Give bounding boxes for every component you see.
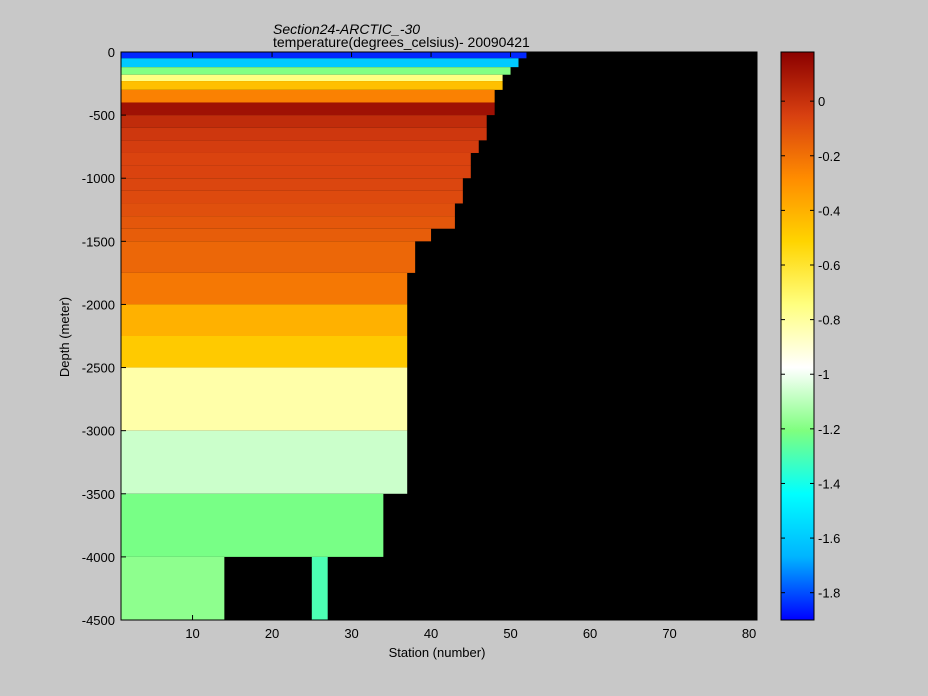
- colorbar-tick-label: -0.8: [818, 313, 840, 328]
- x-tick-label: 10: [185, 626, 199, 641]
- y-tick-label: -4000: [82, 550, 115, 565]
- y-tick-label: -2500: [82, 361, 115, 376]
- heatmap-cell: [121, 556, 225, 620]
- heatmap-cell: [121, 152, 471, 166]
- heatmap-cell: [121, 493, 384, 557]
- colorbar-tick-label: 0: [818, 94, 825, 109]
- colorbar: 0 -0.2 -0.4 -0.6 -0.8 -1 -1.2 -1.4 -1.6 -1.8: [780, 51, 840, 621]
- plot-area: [120, 51, 758, 621]
- heatmap-cell: [121, 58, 519, 68]
- y-tick-label: -3500: [82, 487, 115, 502]
- y-tick-label: -1000: [82, 171, 115, 186]
- heatmap-cell: [121, 304, 408, 336]
- colorbar-tick-label: -1.6: [818, 531, 840, 546]
- x-tick-label: 70: [662, 626, 676, 641]
- heatmap-cell: [121, 203, 455, 217]
- heatmap-cell: [121, 430, 408, 494]
- x-axis-label: Station (number): [389, 645, 486, 660]
- x-tick-label: 80: [742, 626, 756, 641]
- heatmap-cells: [121, 52, 527, 620]
- x-tick-label: 60: [583, 626, 597, 641]
- y-tick-label: -1500: [82, 234, 115, 249]
- x-tick-label: 20: [265, 626, 279, 641]
- heatmap-cell: [121, 336, 408, 368]
- heatmap-cell: [121, 115, 487, 128]
- heatmap-cell: [121, 178, 463, 191]
- colorbar-tick-label: -1.8: [818, 586, 840, 601]
- heatmap-cell: [121, 367, 408, 431]
- heatmap-cell: [121, 81, 503, 90]
- heatmap-cell: [121, 272, 408, 305]
- y-tick-label: 0: [108, 45, 115, 60]
- plot-frame: [120, 51, 758, 621]
- heatmap-cell: [121, 67, 511, 75]
- heatmap-cell: [121, 165, 471, 179]
- heatmap-cell: [121, 102, 495, 116]
- y-axis-ticks: 0 -500 -1000 -1500 -2000 -2500 -3000 -3500 -4000…: [82, 45, 757, 628]
- heatmap-cell: [121, 52, 527, 59]
- colorbar-tick-label: -0.4: [818, 203, 840, 218]
- heatmap-cell: [121, 228, 432, 242]
- heatmap-cell: [121, 216, 455, 229]
- heatmap-cell: [121, 89, 495, 103]
- chart-title: Section24-ARCTIC_-30: [273, 21, 420, 37]
- y-tick-label: -4500: [82, 613, 115, 628]
- colorbar-ticks: 0 -0.2 -0.4 -0.6 -0.8 -1 -1.2 -1.4 -1.6 -1.8: [781, 94, 840, 601]
- x-axis-ticks: 10 20 30 40 50 60 70 80: [185, 52, 756, 641]
- heatmap-cell: [121, 190, 463, 204]
- heatmap-cell: [121, 140, 479, 153]
- y-tick-label: -3000: [82, 424, 115, 439]
- x-tick-label: 50: [503, 626, 517, 641]
- chart-subtitle: temperature(degrees_celsius)- 20090421: [273, 34, 530, 50]
- colorbar-tick-label: -0.6: [818, 258, 840, 273]
- colorbar-tick-label: -1: [818, 367, 830, 382]
- colorbar-tick-label: -1.4: [818, 476, 840, 491]
- colorbar-tick-label: -0.2: [818, 149, 840, 164]
- heatmap-cell: [121, 74, 503, 82]
- x-tick-label: 30: [344, 626, 358, 641]
- heatmap-cell: [121, 241, 416, 273]
- heatmap-cell: [121, 127, 487, 141]
- y-axis-label: Depth (meter): [57, 297, 72, 377]
- y-tick-label: -500: [89, 108, 115, 123]
- colorbar-gradient: [780, 51, 815, 621]
- y-tick-label: -2000: [82, 297, 115, 312]
- heatmap-cell: [311, 556, 328, 620]
- colorbar-tick-label: -1.2: [818, 422, 840, 437]
- x-tick-label: 40: [424, 626, 438, 641]
